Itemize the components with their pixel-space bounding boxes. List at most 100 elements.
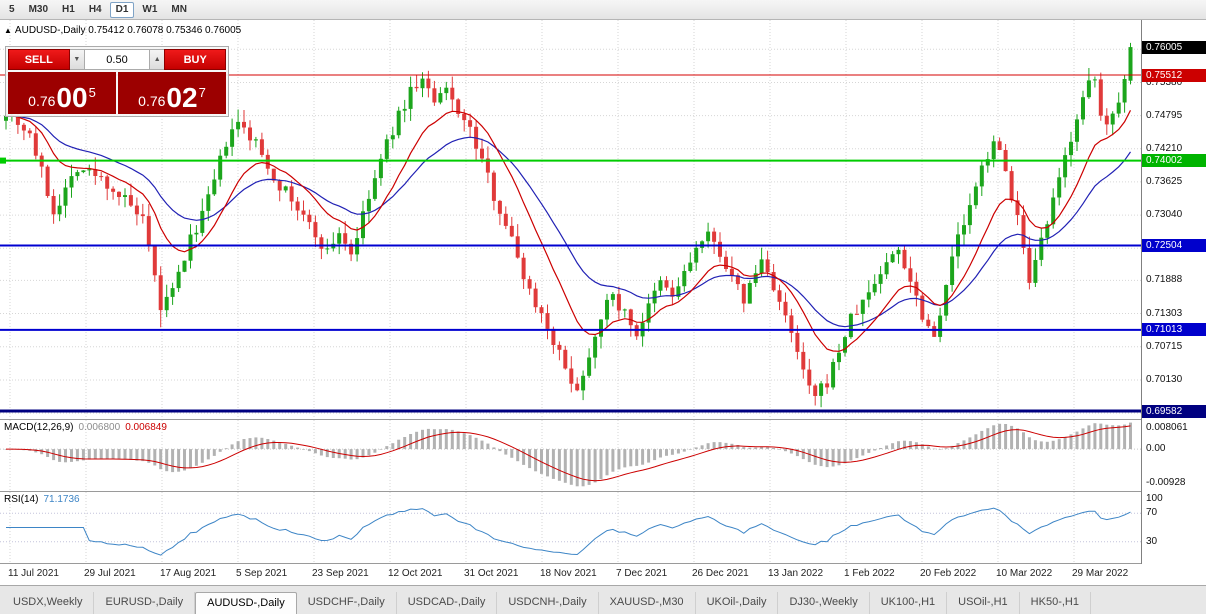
volume-increase-button[interactable]: ▲ (150, 49, 165, 70)
rsi-value: 71.1736 (43, 494, 80, 505)
date-tick-label: 29 Jul 2021 (84, 568, 136, 579)
date-tick-label: 17 Aug 2021 (160, 568, 217, 579)
rsi-scale-label: 70 (1146, 507, 1158, 519)
price-scale-label: 0.75380 (1146, 76, 1183, 88)
chart-tab-usoil-h1[interactable]: USOil-,H1 (947, 592, 1020, 614)
ma-slow-line (5, 115, 1131, 328)
chart-tab-bar: USDX,Weekly EURUSD-,Daily AUDUSD-,Daily USD… (0, 585, 1206, 614)
macd-histogram (4, 422, 1132, 487)
date-tick-label: 23 Sep 2021 (312, 568, 369, 579)
chart-tab-usdcnh-daily[interactable]: USDCNH-,Daily (497, 592, 599, 614)
candlestick-series (4, 42, 1133, 408)
macd-scale-label: -0.00928 (1146, 477, 1186, 488)
price-scale-badge: 0.71013 (1142, 323, 1206, 337)
ask-pips: 02 (166, 82, 198, 113)
price-scale-label: 0.71888 (1146, 274, 1183, 286)
rsi-scale-label: 100 (1146, 493, 1163, 504)
rsi-scale-label: 30 (1146, 535, 1158, 547)
date-tick-label: 18 Nov 2021 (540, 568, 597, 579)
hline-anchor-marker (0, 157, 6, 164)
date-axis[interactable]: 11 Jul 2021 29 Jul 2021 17 Aug 2021 5 Sep 2… (0, 564, 1206, 585)
chart-window: ▲ AUDUSD-,Daily 0.75412 0.76078 0.75346 0… (0, 20, 1206, 585)
sell-button[interactable]: SELL (8, 49, 70, 70)
bid-pip-sup: 5 (88, 85, 96, 100)
timeframe-button-h4[interactable]: H4 (88, 3, 102, 15)
chart-tab-xauusd-m30[interactable]: XAUUSD-,M30 (599, 592, 696, 614)
date-tick-label: 10 Mar 2022 (996, 568, 1053, 579)
chart-tab-dj30-weekly[interactable]: DJ30-,Weekly (778, 592, 870, 614)
rsi-chart-canvas[interactable] (0, 492, 1141, 563)
chart-shift-icon: ▲ (4, 26, 12, 35)
date-tick-label: 1 Feb 2022 (844, 568, 895, 579)
date-tick-label: 31 Oct 2021 (464, 568, 519, 579)
macd-value-signal: 0.006849 (125, 422, 167, 433)
macd-title: MACD(12,26,9) (4, 422, 74, 433)
price-scale-label: 0.71303 (1146, 307, 1183, 319)
macd-chart-canvas[interactable] (0, 420, 1141, 491)
price-scale-label: 0.70130 (1146, 374, 1183, 385)
price-scale-badge: 0.72504 (1142, 239, 1206, 252)
rsi-panel: RSI(14) 71.1736 (0, 492, 1141, 563)
price-scale-badge: 0.69582 (1142, 404, 1206, 418)
chart-tab-usdchf-daily[interactable]: USDCHF-,Daily (297, 592, 397, 614)
sell-price-panel[interactable]: 0.76 00 5 (8, 72, 116, 114)
price-scale-badge: 0.75512 (1142, 68, 1206, 82)
ma-fast-line (5, 110, 1132, 352)
timeframe-button-h1[interactable]: H1 (62, 3, 75, 15)
timeframe-button-m30[interactable]: M30 (28, 3, 49, 15)
date-tick-label: 13 Jan 2022 (768, 568, 824, 579)
price-scale[interactable]: 0.75380 0.74795 0.74210 0.73625 0.73040 0.718… (1141, 20, 1206, 564)
timeframe-button-w1[interactable]: W1 (142, 3, 158, 15)
volume-decrease-button[interactable]: ▼ (69, 49, 84, 70)
candlestick-chart-canvas[interactable] (0, 20, 1141, 419)
macd-signal-line (6, 425, 1131, 482)
rsi-title: RSI(14) (4, 494, 39, 505)
date-tick-label: 26 Dec 2021 (692, 568, 749, 579)
macd-scale-label: 0.008061 (1146, 422, 1188, 433)
buy-button[interactable]: BUY (164, 49, 226, 70)
chart-tab-uk100-h1[interactable]: UK100-,H1 (870, 592, 948, 614)
main-price-panel: ▲ AUDUSD-,Daily 0.75412 0.76078 0.75346 0… (0, 20, 1141, 419)
macd-value-main: 0.006800 (78, 422, 121, 433)
ask-pip-sup: 7 (198, 85, 206, 100)
rsi-header: RSI(14) 71.1736 (4, 494, 80, 505)
symbol-ohlc-header: ▲ AUDUSD-,Daily 0.75412 0.76078 0.75346 0… (4, 25, 241, 36)
chart-tab-audusd-daily[interactable]: AUDUSD-,Daily (195, 592, 297, 614)
price-scale-badge: 0.76005 (1142, 40, 1206, 54)
date-tick-label: 5 Sep 2021 (236, 568, 288, 579)
date-tick-label: 7 Dec 2021 (616, 568, 668, 579)
bid-base: 0.76 (28, 93, 56, 109)
chart-tab-usdcad-daily[interactable]: USDCAD-,Daily (397, 592, 498, 614)
date-tick-label: 20 Feb 2022 (920, 568, 977, 579)
macd-scale-label: 0.00 (1146, 443, 1166, 455)
macd-header: MACD(12,26,9) 0.006800 0.006849 (4, 422, 167, 433)
timeframe-button-5[interactable]: 5 (9, 3, 15, 15)
chart-tab-eurusd-daily[interactable]: EURUSD-,Daily (94, 592, 196, 614)
price-scale-label: 0.70715 (1146, 340, 1183, 352)
rsi-line (6, 507, 1131, 556)
chart-tab-ukoil-daily[interactable]: UKOil-,Daily (696, 592, 779, 614)
panel-separator[interactable] (0, 563, 1206, 564)
price-scale-label: 0.74210 (1146, 142, 1183, 154)
price-scale-label: 0.74795 (1146, 109, 1183, 121)
bid-pips: 00 (56, 82, 88, 113)
timeframe-button-mn[interactable]: MN (171, 3, 187, 15)
price-scale-label: 0.73625 (1146, 175, 1183, 187)
price-scale-label: 0.73040 (1146, 209, 1183, 221)
price-scale-badge: 0.74002 (1142, 154, 1206, 168)
volume-input[interactable] (84, 49, 150, 70)
date-tick-label: 11 Jul 2021 (8, 568, 59, 579)
chart-tab-usdx-weekly[interactable]: USDX,Weekly (2, 592, 95, 614)
date-tick-label: 12 Oct 2021 (388, 568, 443, 579)
chart-tab-hk50-h1[interactable]: HK50-,H1 (1020, 592, 1091, 614)
panel-separator[interactable] (0, 419, 1206, 420)
timeframe-toolbar: 5 M30 H1 H4 D1 W1 MN (0, 0, 1206, 20)
panel-separator[interactable] (0, 491, 1206, 492)
symbol-ohlc-text: AUDUSD-,Daily 0.75412 0.76078 0.75346 0.… (14, 25, 242, 36)
ask-base: 0.76 (138, 93, 166, 109)
timeframe-button-d1[interactable]: D1 (109, 1, 135, 18)
date-tick-label: 29 Mar 2022 (1072, 568, 1129, 579)
buy-price-panel[interactable]: 0.76 02 7 (118, 72, 226, 114)
macd-panel: MACD(12,26,9) 0.006800 0.006849 (0, 420, 1141, 491)
